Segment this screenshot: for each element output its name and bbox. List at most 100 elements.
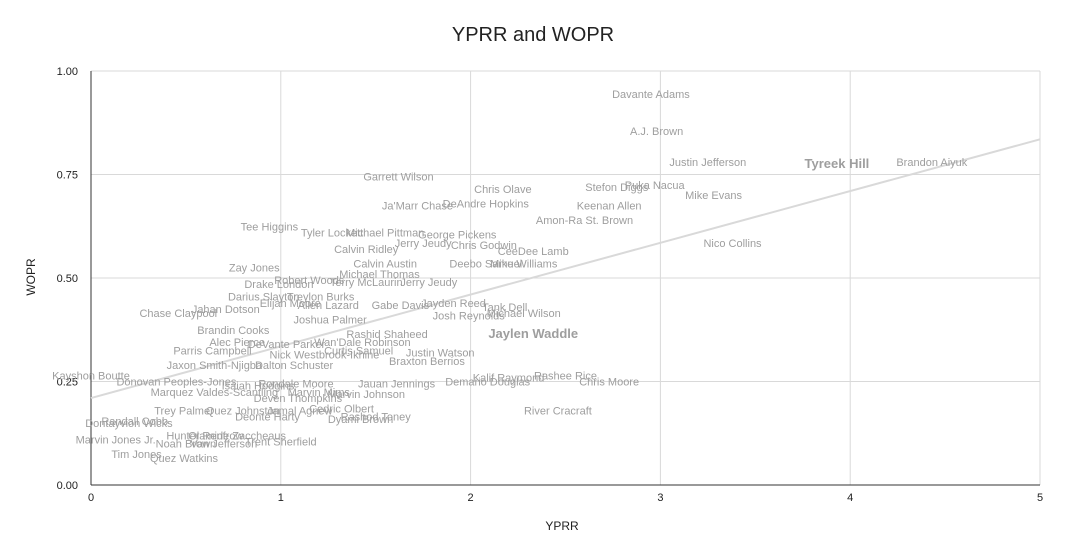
point-label: Justin Watson bbox=[406, 348, 475, 360]
x-axis-title: YPRR bbox=[545, 519, 579, 533]
point-label: Noah Brown bbox=[156, 439, 217, 451]
point-label: Alec Pierce bbox=[209, 337, 265, 349]
point-label: Nico Collins bbox=[703, 238, 762, 250]
point-label: Calvin Ridley bbox=[334, 244, 399, 256]
point-label: Randall Cobb bbox=[101, 416, 168, 428]
point-label: Elijah Moore bbox=[260, 298, 321, 310]
point-label: Davante Adams bbox=[612, 89, 690, 101]
point-label: Kalif Raymond bbox=[473, 372, 545, 384]
point-label: Cedric Olbert bbox=[309, 403, 374, 415]
point-label: DeVante Parker bbox=[248, 339, 326, 351]
point-label: Rondale Moore bbox=[258, 379, 333, 391]
point-label: Tyler Lockett bbox=[301, 227, 363, 239]
axes: 0 1 2 3 4 5 0.00 0.25 0.50 0.75 1.00 bbox=[57, 66, 1043, 504]
point-label: Michael Wilson bbox=[487, 308, 561, 320]
point-label: Drake London bbox=[244, 279, 313, 291]
y-tick-label: 0.25 bbox=[57, 377, 78, 389]
y-tick-label: 0.75 bbox=[57, 170, 78, 182]
point-label: Chris Godwin bbox=[451, 240, 517, 252]
point-label: Chris Olave bbox=[474, 184, 531, 196]
point-label: Justin Jefferson bbox=[669, 157, 746, 169]
point-label: Braxton Berrios bbox=[389, 356, 465, 368]
point-label: Jerry Jeudy bbox=[395, 238, 452, 250]
point-label: Hunter Renfrow bbox=[166, 430, 243, 442]
point-label: Donovan Peoples-Jones bbox=[116, 377, 236, 389]
point-label: Dontayvion Wicks bbox=[85, 418, 173, 430]
x-tick-label: 5 bbox=[1037, 492, 1043, 504]
point-label: Trent Sherfield bbox=[245, 437, 317, 449]
point-label: Ja'Marr Chase bbox=[382, 201, 453, 213]
x-tick-label: 4 bbox=[847, 492, 853, 504]
point-label: Tank Dell bbox=[482, 302, 527, 314]
point-label: Parris Campbell bbox=[173, 345, 251, 357]
point-label: Jaxon Smith-Njigba bbox=[167, 360, 263, 372]
point-label: Demario Douglas bbox=[445, 377, 530, 389]
point-label: Deven Thompkins bbox=[254, 393, 343, 405]
point-label: Robert Woods bbox=[274, 275, 345, 287]
x-tick-label: 3 bbox=[657, 492, 663, 504]
x-tick-label: 2 bbox=[468, 492, 474, 504]
point-label: Dalton Schuster bbox=[255, 360, 334, 372]
y-tick-label: 0.00 bbox=[57, 480, 78, 492]
point-label: Garrett Wilson bbox=[363, 172, 433, 184]
point-label: Kayshon Boutte bbox=[52, 370, 130, 382]
point-label: Chase Claypool bbox=[139, 308, 217, 320]
point-label: Dyami Brown bbox=[328, 414, 393, 426]
point-label: Rashod Toney bbox=[341, 412, 412, 424]
point-label: River Cracraft bbox=[524, 405, 592, 417]
point-label: Jerry Jeudy bbox=[400, 277, 457, 289]
point-label: CeeDee Lamb bbox=[498, 246, 569, 258]
point-label: Stefon Diggs bbox=[585, 182, 648, 194]
point-label: Darius Slayton bbox=[228, 292, 300, 304]
point-label: Mike Williams bbox=[490, 259, 558, 271]
point-label: Quez Watkins bbox=[150, 453, 219, 465]
highlighted-point-label: Tyreek Hill bbox=[805, 156, 870, 171]
highlighted-point-label: Jaylen Waddle bbox=[488, 326, 578, 341]
point-label: Marvin Johnson bbox=[327, 389, 405, 401]
chart-title: YPRR and WOPR bbox=[452, 24, 614, 46]
point-label: Chris Moore bbox=[579, 377, 639, 389]
point-label: Calvin Austin bbox=[353, 259, 417, 271]
point-label: Terry McLaurin bbox=[330, 277, 403, 289]
x-tick-label: 0 bbox=[88, 492, 94, 504]
point-label: Van Jefferson bbox=[190, 439, 257, 451]
point-label: Rashid Shaheed bbox=[346, 329, 427, 341]
point-label: DeAndre Hopkins bbox=[443, 198, 530, 210]
x-tick-label: 1 bbox=[278, 492, 284, 504]
point-label: Curtis Samuel bbox=[324, 345, 393, 357]
point-label: Olamide Zaccheaus bbox=[188, 430, 286, 442]
trendline-line bbox=[90, 138, 1041, 400]
point-label: Mike Evans bbox=[685, 190, 742, 202]
point-label: Isaiah Hodgins bbox=[222, 381, 295, 393]
point-label: Marvin Jones Jr. bbox=[76, 434, 156, 446]
point-label: Tim Jones bbox=[111, 449, 162, 461]
point-label: Nick Westbrook-Ikhine bbox=[270, 350, 380, 362]
point-label: Jamal Agnew bbox=[267, 405, 332, 417]
y-axis-title: WOPR bbox=[24, 258, 38, 296]
point-label: Tee Higgins bbox=[241, 221, 299, 233]
point-label: Allen Lazard bbox=[298, 300, 359, 312]
point-label: Puka Nacua bbox=[625, 180, 686, 192]
point-label: Rashee Rice bbox=[534, 370, 597, 382]
point-label: Quez Johnston bbox=[206, 405, 280, 417]
point-label: A.J. Brown bbox=[630, 126, 683, 138]
y-tick-label: 0.50 bbox=[57, 273, 78, 285]
point-labels: Davante Adams A.J. Brown Justin Jefferson T… bbox=[52, 89, 968, 465]
point-label: Amon-Ra St. Brown bbox=[536, 215, 633, 227]
point-label: Keenan Allen bbox=[577, 201, 642, 213]
point-label: Gabe Davis bbox=[372, 300, 430, 312]
point-label: Jahan Dotson bbox=[192, 304, 260, 316]
point-label: Deebo Samuel bbox=[449, 259, 522, 271]
point-label: Trey Palmer bbox=[154, 405, 214, 417]
point-label: Jauan Jennings bbox=[358, 379, 436, 391]
point-label: Marquez Valdes-Scantling bbox=[151, 387, 279, 399]
trendline bbox=[90, 138, 1041, 400]
point-label: Michael Thomas bbox=[339, 269, 420, 281]
point-label: Jayden Reed bbox=[421, 298, 486, 310]
point-label: Treylon Burks bbox=[287, 292, 355, 304]
point-label: Zay Jones bbox=[229, 263, 280, 275]
point-label: Deonte Harty bbox=[235, 412, 300, 424]
point-label: Marvin Mims bbox=[288, 387, 351, 399]
